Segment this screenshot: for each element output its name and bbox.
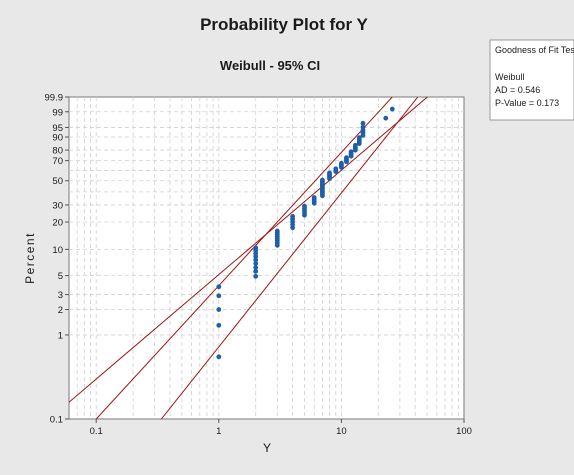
data-point: [290, 214, 295, 219]
plot-area: [69, 97, 464, 419]
x-tick-label: 100: [456, 426, 472, 437]
y-tick-label: 10: [52, 245, 63, 256]
data-point: [253, 245, 258, 250]
y-tick-label: 3: [58, 290, 63, 301]
data-point: [216, 293, 221, 298]
y-tick-label: 90: [52, 133, 63, 144]
y-tick-label: 0.1: [50, 415, 63, 426]
data-point: [390, 107, 395, 112]
data-point: [216, 284, 221, 289]
data-point: [349, 149, 354, 154]
data-point: [320, 178, 325, 183]
data-point: [383, 116, 388, 121]
data-point: [361, 121, 366, 126]
data-point: [344, 155, 349, 160]
y-tick-label: 70: [52, 156, 63, 167]
legend-title: Goodness of Fit Test: [495, 45, 574, 55]
data-point: [327, 171, 332, 176]
x-tick-label: 0.1: [90, 426, 103, 437]
data-point: [302, 204, 307, 209]
x-tick-label: 1: [216, 426, 221, 437]
y-tick-label: 5: [58, 271, 63, 282]
y-tick-label: 99.9: [45, 93, 64, 104]
y-tick-label: 2: [58, 305, 63, 316]
legend-line-distribution: Weibull: [495, 72, 524, 82]
x-tick-label: 10: [336, 426, 347, 437]
y-tick-label: 50: [52, 176, 63, 187]
y-tick-label: 20: [52, 218, 63, 229]
y-tick-label: 1: [58, 330, 63, 341]
data-point: [216, 323, 221, 328]
y-tick-label: 95: [52, 123, 63, 134]
y-axis-label: Percent: [23, 232, 37, 284]
chart-title: Probability Plot for Y: [200, 15, 368, 34]
y-tick-label: 30: [52, 200, 63, 211]
goodness-of-fit-legend: Goodness of Fit Test Weibull AD = 0.546 …: [490, 40, 574, 120]
chart-subtitle: Weibull - 95% CI: [220, 58, 320, 73]
data-point: [216, 307, 221, 312]
data-point: [333, 166, 338, 171]
y-tick-label: 99: [52, 107, 63, 118]
x-axis-label: Y: [263, 441, 271, 455]
data-point: [339, 161, 344, 166]
data-point: [253, 274, 258, 279]
data-point: [216, 354, 221, 359]
data-point: [275, 229, 280, 234]
y-tick-label: 80: [52, 146, 63, 157]
legend-line-ad: AD = 0.546: [495, 85, 540, 95]
legend-line-pvalue: P-Value = 0.173: [495, 98, 559, 108]
data-point: [312, 195, 317, 200]
